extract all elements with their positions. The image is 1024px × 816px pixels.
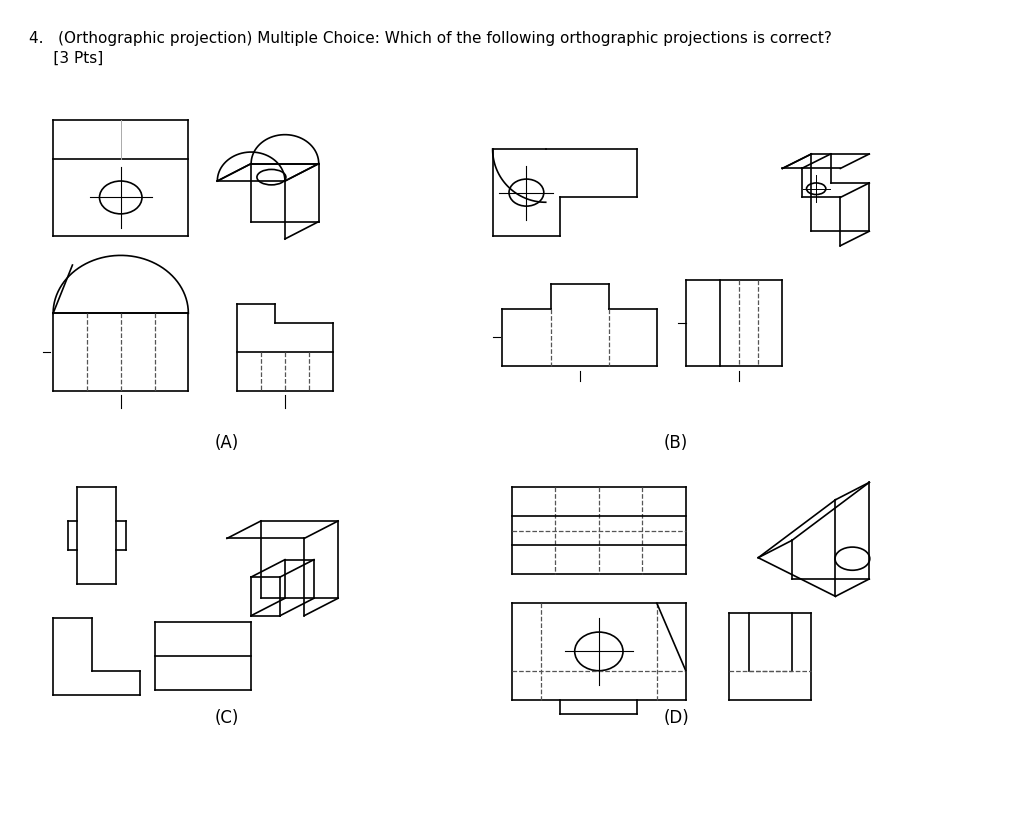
Text: (C): (C) xyxy=(215,709,240,727)
Text: 4.   (Orthographic projection) Multiple Choice: Which of the following orthograp: 4. (Orthographic projection) Multiple Ch… xyxy=(29,31,831,47)
Text: (A): (A) xyxy=(215,434,240,452)
Text: (D): (D) xyxy=(664,709,689,727)
Text: [3 Pts]: [3 Pts] xyxy=(29,51,103,65)
Text: (B): (B) xyxy=(664,434,688,452)
